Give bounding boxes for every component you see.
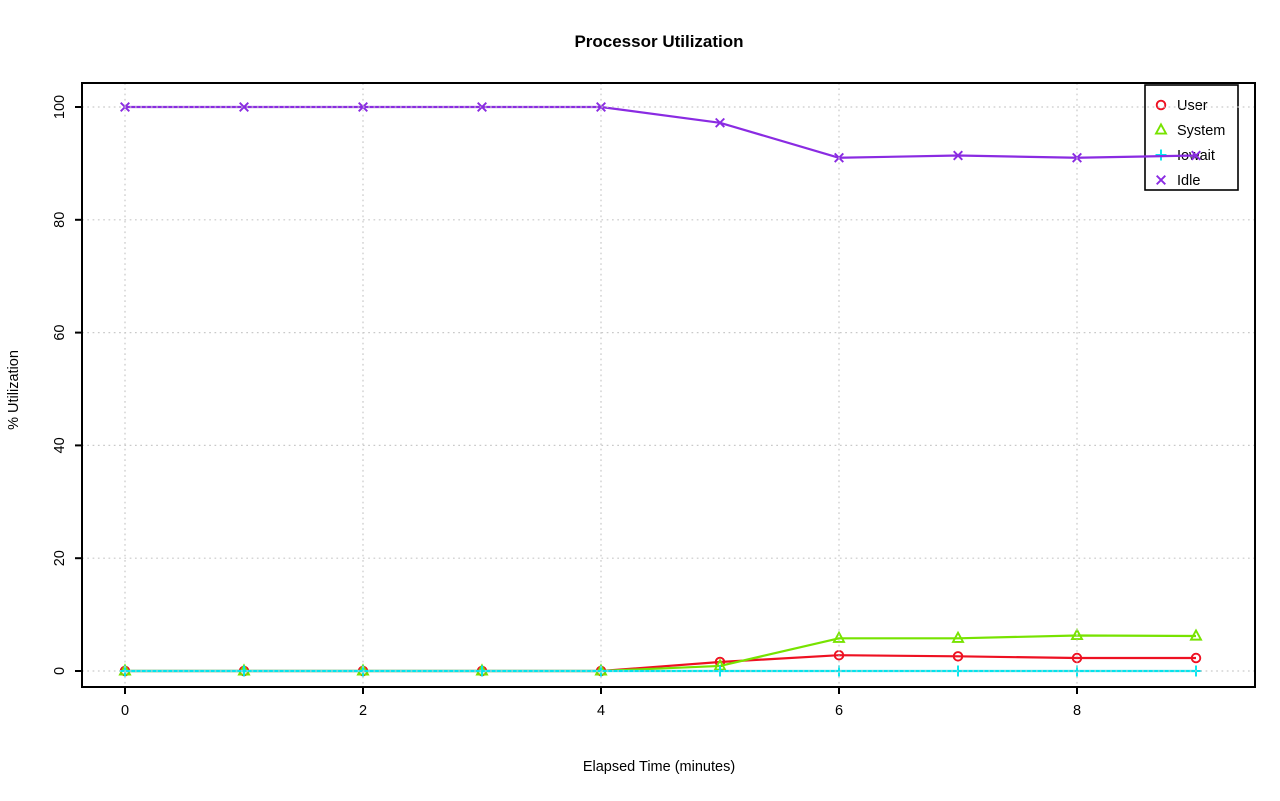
system-legend-symbol [1154, 122, 1168, 135]
x-tick-label: 6 [835, 703, 843, 719]
user-legend-symbol [1155, 99, 1167, 111]
user-point [1190, 652, 1202, 664]
idle-point [715, 117, 725, 128]
legend-item-user: User [1155, 98, 1208, 114]
y-tick-label: 0 [52, 667, 68, 675]
legend-box [1144, 84, 1239, 191]
legend-item-idle: Idle [1156, 173, 1200, 189]
system-point [951, 630, 965, 643]
idle-point [953, 150, 963, 161]
idle-point [239, 102, 249, 112]
system-point [1189, 628, 1203, 641]
x-tick-label: 2 [359, 703, 367, 719]
y-tick-label: 60 [52, 325, 68, 341]
idle-legend-symbol [1156, 175, 1166, 185]
y-tick-label: 20 [52, 550, 68, 566]
legend-label-system: System [1177, 123, 1225, 139]
idle-point [477, 102, 487, 112]
y-tick-label: 80 [52, 212, 68, 228]
legend-label-user: User [1177, 98, 1208, 114]
plot-box [81, 82, 1256, 688]
idle-line [125, 105, 1197, 159]
legend-label-idle: Idle [1177, 173, 1200, 189]
y-axis-label: % Utilization [6, 350, 22, 430]
x-tick-label: 8 [1073, 703, 1081, 719]
user-point [952, 651, 964, 662]
idle-point [596, 102, 606, 112]
series-idle [120, 102, 1201, 163]
x-tick-label: 4 [597, 703, 605, 719]
legend-item-system: System [1154, 122, 1225, 139]
y-tick-label: 40 [52, 437, 68, 453]
chart-title: Processor Utilization [574, 32, 743, 51]
system-point [832, 630, 846, 643]
y-tick-label: 100 [52, 95, 68, 119]
x-axis-label: Elapsed Time (minutes) [583, 759, 735, 775]
x-tick-label: 0 [121, 703, 129, 719]
system-point [1070, 627, 1084, 641]
idle-point [1191, 150, 1201, 161]
